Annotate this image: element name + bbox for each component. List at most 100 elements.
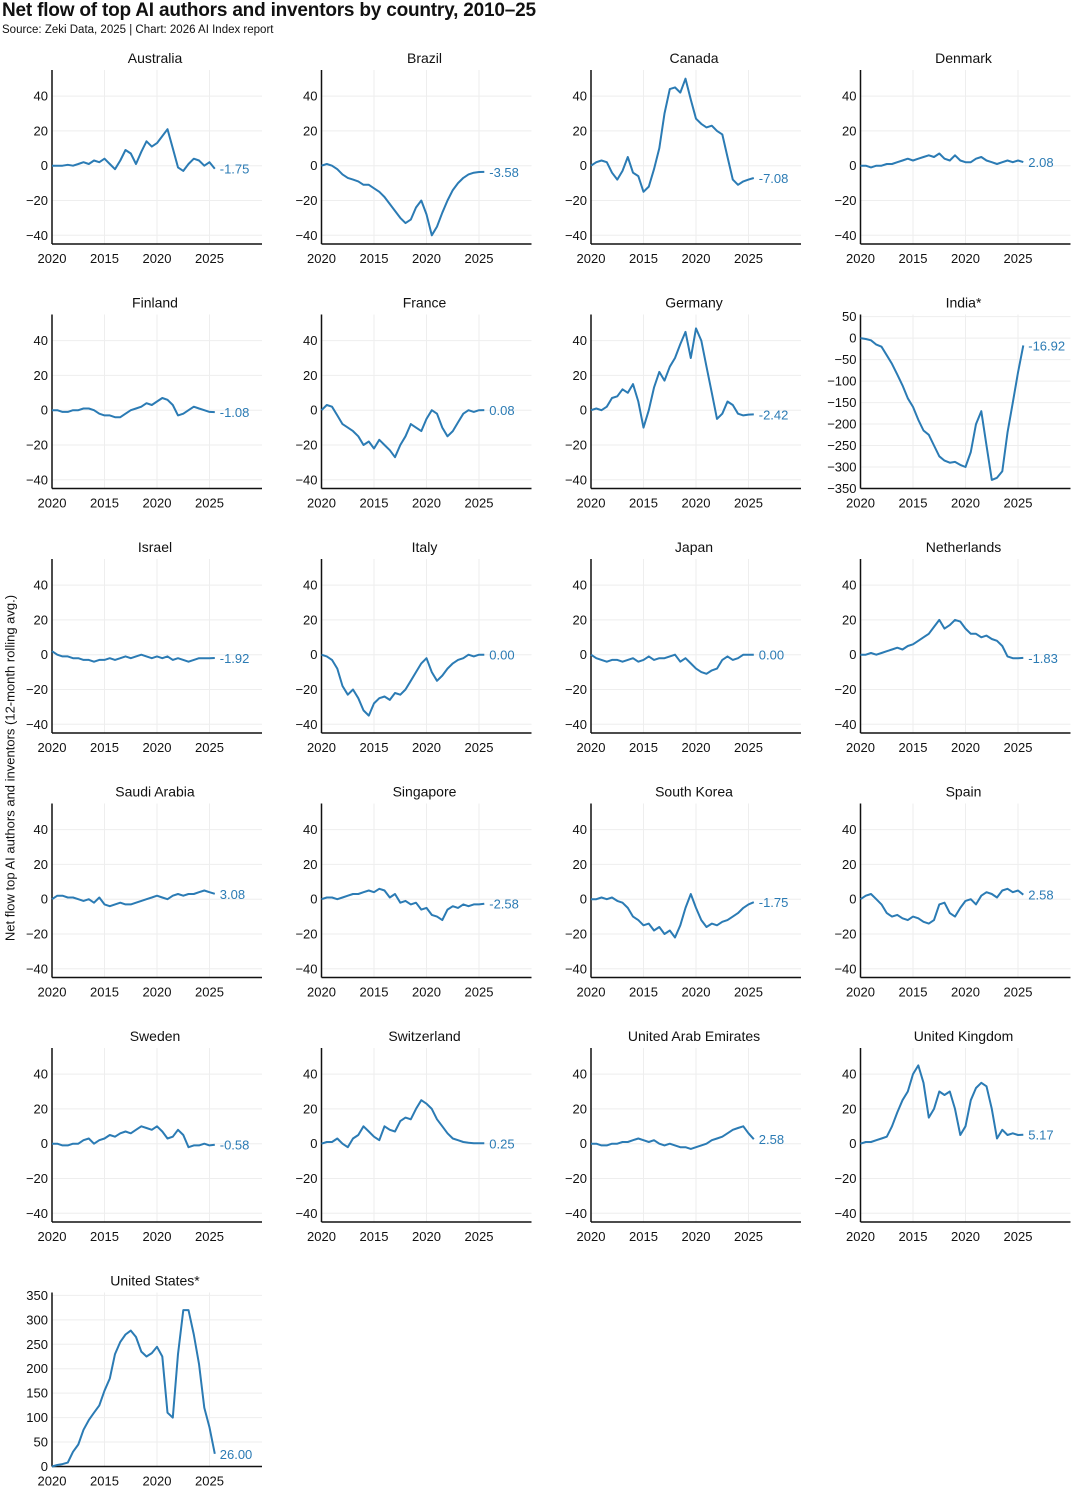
- y-tick-label: −20: [26, 1171, 48, 1186]
- x-tick-label: 2020: [143, 740, 172, 755]
- end-value-label: -2.58: [489, 897, 519, 912]
- panel-title: Israel: [138, 539, 172, 555]
- x-tick-label: 2025: [195, 740, 224, 755]
- y-tick-label: −40: [295, 228, 317, 243]
- y-tick-label: 20: [34, 123, 48, 138]
- end-value-label: -0.58: [220, 1138, 250, 1153]
- x-tick-label: 2020: [412, 1229, 441, 1244]
- panel-title: India*: [946, 295, 982, 311]
- series-line: [860, 1064, 1024, 1145]
- y-tick-label: −40: [295, 717, 317, 732]
- x-tick-label: 2025: [734, 740, 763, 755]
- y-tick-label: −20: [295, 193, 317, 208]
- end-value-label: -16.92: [1028, 338, 1065, 353]
- y-tick-label: 40: [34, 578, 48, 593]
- x-tick-label: 2025: [465, 496, 494, 511]
- y-tick-label: 20: [842, 612, 856, 627]
- y-tick-label: 40: [573, 1067, 587, 1082]
- panel-saudi-arabia: −40 −20 0 20 40 2020 2015 2020 2025 Saudi Arabia 3…: [26, 784, 262, 1000]
- x-tick-label: 2020: [143, 985, 172, 1000]
- y-tick-label: 40: [303, 822, 317, 837]
- series-line: [321, 887, 485, 922]
- y-tick-label: 0: [580, 647, 587, 662]
- panel-title: United Arab Emirates: [628, 1028, 760, 1044]
- series-line: [590, 77, 755, 193]
- y-tick-label: −20: [565, 1171, 587, 1186]
- panel-title: South Korea: [655, 784, 733, 800]
- x-tick-label: 2020: [143, 1229, 172, 1244]
- y-tick-label: −20: [834, 193, 856, 208]
- y-tick-label: −20: [565, 193, 587, 208]
- y-tick-label: 40: [842, 578, 856, 593]
- x-tick-label: 2015: [90, 985, 119, 1000]
- y-tick-label: −40: [834, 717, 856, 732]
- end-value-label: 5.17: [1028, 1128, 1053, 1143]
- y-tick-label: 350: [26, 1288, 48, 1303]
- end-value-label: -1.75: [220, 162, 250, 177]
- x-tick-label: 2020: [682, 496, 711, 511]
- y-tick-label: −20: [834, 927, 856, 942]
- y-tick-label: 40: [34, 822, 48, 837]
- y-tick-label: 0: [849, 892, 856, 907]
- series-line: [590, 653, 754, 675]
- y-tick-label: −200: [827, 417, 856, 432]
- y-tick-label: −100: [827, 374, 856, 389]
- x-tick-label: 2020: [143, 251, 172, 266]
- x-tick-label: 2025: [195, 251, 224, 266]
- y-tick-label: 20: [842, 1101, 856, 1116]
- panel-singapore: −40 −20 0 20 40 2020 2015 2020 2025 Singapore -2.5…: [295, 784, 532, 1000]
- panel-france: −40 −20 0 20 40 2020 2015 2020 2025 France 0.08: [295, 295, 532, 511]
- x-tick-label: 2025: [195, 1474, 224, 1489]
- x-tick-label: 2020: [577, 496, 606, 511]
- x-tick-label: 2020: [412, 740, 441, 755]
- x-tick-label: 2025: [1004, 740, 1033, 755]
- end-value-label: -1.83: [1028, 651, 1058, 666]
- x-tick-label: 2015: [629, 985, 658, 1000]
- series-line: [52, 1125, 215, 1149]
- panel-netherlands: −40 −20 0 20 40 2020 2015 2020 2025 Netherlands -1…: [834, 539, 1071, 755]
- end-value-label: -1.92: [220, 651, 250, 666]
- y-tick-label: 200: [26, 1361, 48, 1376]
- end-value-label: 3.08: [220, 887, 245, 902]
- end-value-label: 0.00: [759, 648, 784, 663]
- panel-italy: −40 −20 0 20 40 2020 2015 2020 2025 Italy 0.00: [295, 539, 532, 755]
- end-value-label: -3.58: [489, 165, 519, 180]
- panel-title: Brazil: [407, 50, 442, 66]
- x-tick-label: 2020: [38, 1229, 67, 1244]
- y-tick-label: 20: [842, 857, 856, 872]
- x-tick-label: 2015: [899, 985, 928, 1000]
- x-tick-label: 2015: [629, 496, 658, 511]
- series-line: [51, 1309, 216, 1468]
- end-value-label: -1.08: [220, 405, 250, 420]
- x-tick-label: 2025: [1004, 985, 1033, 1000]
- x-tick-label: 2015: [629, 251, 658, 266]
- panel-title: Denmark: [935, 50, 993, 66]
- x-tick-label: 2020: [846, 985, 875, 1000]
- y-tick-label: −40: [295, 472, 317, 487]
- y-tick-label: 20: [303, 612, 317, 627]
- y-tick-label: 40: [34, 333, 48, 348]
- y-tick-label: 20: [573, 368, 587, 383]
- series-line: [590, 327, 754, 429]
- end-value-label: 2.58: [759, 1132, 784, 1147]
- y-tick-label: 40: [303, 1067, 317, 1082]
- x-tick-label: 2020: [846, 740, 875, 755]
- x-tick-label: 2020: [951, 740, 980, 755]
- y-tick-label: 20: [303, 123, 317, 138]
- y-tick-label: 40: [573, 89, 587, 104]
- x-tick-label: 2015: [360, 985, 389, 1000]
- y-tick-label: −40: [295, 961, 317, 976]
- y-tick-label: −20: [295, 682, 317, 697]
- y-tick-label: 20: [842, 123, 856, 138]
- x-tick-label: 2025: [465, 740, 494, 755]
- x-tick-label: 2020: [412, 985, 441, 1000]
- y-tick-label: 0: [41, 1459, 48, 1474]
- y-tick-label: −40: [565, 228, 587, 243]
- y-tick-label: 20: [34, 368, 48, 383]
- y-tick-label: −40: [834, 228, 856, 243]
- x-tick-label: 2015: [90, 1229, 119, 1244]
- panel-united-states-: 0 50 100 150 200 250 300 350 2020 2015 2020 2025 Uni…: [26, 1273, 262, 1489]
- series-line: [860, 337, 1025, 481]
- y-tick-label: −40: [26, 961, 48, 976]
- x-tick-label: 2025: [734, 1229, 763, 1244]
